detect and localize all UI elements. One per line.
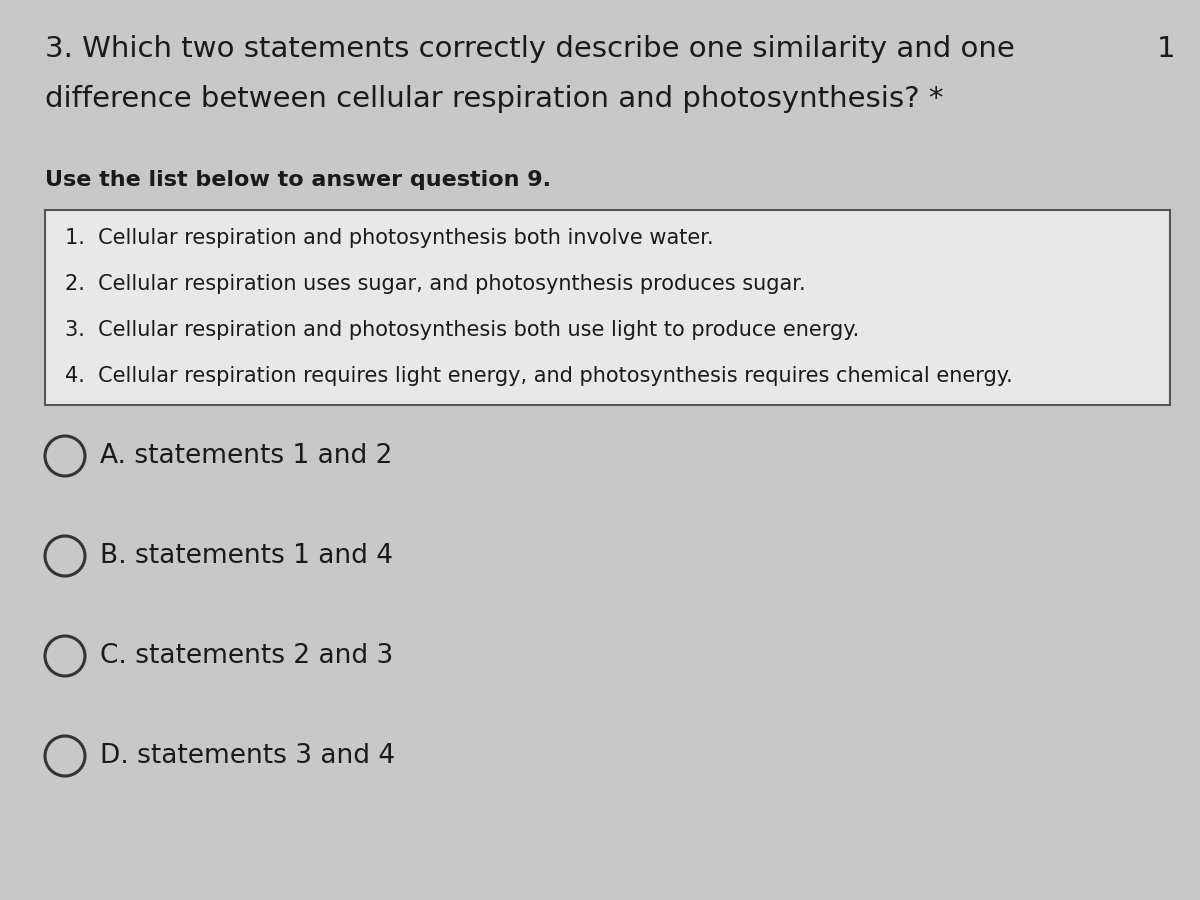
- Text: B. statements 1 and 4: B. statements 1 and 4: [100, 543, 394, 569]
- Text: 3. Which two statements correctly describe one similarity and one: 3. Which two statements correctly descri…: [46, 35, 1015, 63]
- Text: A. statements 1 and 2: A. statements 1 and 2: [100, 443, 392, 469]
- Text: 1.  Cellular respiration and photosynthesis both involve water.: 1. Cellular respiration and photosynthes…: [65, 228, 714, 248]
- Text: C. statements 2 and 3: C. statements 2 and 3: [100, 643, 394, 669]
- Text: D. statements 3 and 4: D. statements 3 and 4: [100, 743, 395, 769]
- Text: difference between cellular respiration and photosynthesis? *: difference between cellular respiration …: [46, 85, 943, 113]
- Text: Use the list below to answer question 9.: Use the list below to answer question 9.: [46, 170, 551, 190]
- Text: 3.  Cellular respiration and photosynthesis both use light to produce energy.: 3. Cellular respiration and photosynthes…: [65, 320, 859, 340]
- Text: 2.  Cellular respiration uses sugar, and photosynthesis produces sugar.: 2. Cellular respiration uses sugar, and …: [65, 274, 805, 294]
- Text: 4.  Cellular respiration requires light energy, and photosynthesis requires chem: 4. Cellular respiration requires light e…: [65, 366, 1013, 386]
- Text: 1: 1: [1157, 35, 1175, 63]
- FancyBboxPatch shape: [46, 210, 1170, 405]
